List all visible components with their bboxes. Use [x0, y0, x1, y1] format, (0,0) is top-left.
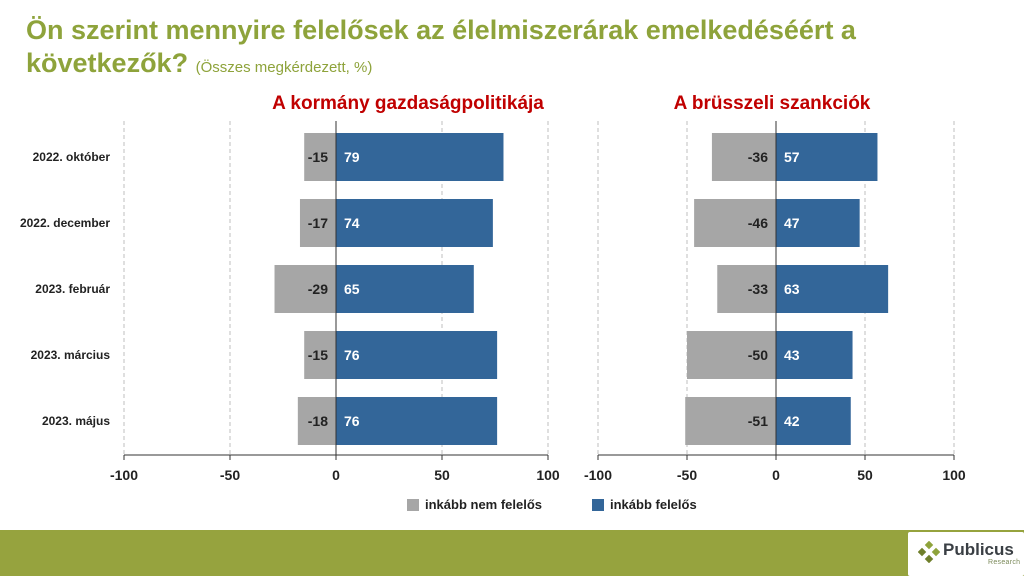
x-tick-label: 50	[434, 467, 450, 483]
panel-title: A kormány gazdaságpolitikája	[272, 93, 544, 114]
bar-not-responsible	[304, 133, 336, 181]
data-label-responsible: 57	[784, 149, 800, 165]
data-label-not-responsible: -51	[748, 413, 768, 429]
title-subtitle: (Összes megkérdezett, %)	[195, 59, 373, 76]
data-label-responsible: 63	[784, 281, 800, 297]
data-label-not-responsible: -36	[748, 149, 768, 165]
data-label-responsible: 79	[344, 149, 360, 165]
bar-responsible	[336, 397, 498, 445]
bar-responsible	[336, 265, 474, 313]
data-label-not-responsible: -17	[308, 215, 328, 231]
data-label-not-responsible: -15	[308, 149, 328, 165]
legend-item-not-responsible: inkább nem felelős	[407, 497, 542, 512]
bar-responsible	[776, 133, 878, 181]
bar-not-responsible	[297, 397, 336, 445]
x-tick-label: 100	[536, 467, 560, 483]
bar-responsible	[776, 265, 889, 313]
footer-bar	[0, 530, 1024, 576]
category-label: 2023. február	[35, 282, 110, 296]
data-label-responsible: 47	[784, 215, 800, 231]
page-title: Ön szerint mennyire felelősek az élelmis…	[26, 14, 986, 84]
category-label: 2023. május	[42, 414, 110, 428]
bar-responsible	[776, 199, 860, 247]
panel-title: A brüsszeli szankciók	[674, 93, 871, 114]
publicus-logo-tag: Research	[988, 559, 1021, 566]
data-label-not-responsible: -50	[748, 347, 768, 363]
bar-not-responsible	[274, 265, 336, 313]
data-label-responsible: 74	[344, 215, 360, 231]
data-label-not-responsible: -33	[748, 281, 768, 297]
bar-not-responsible	[685, 397, 776, 445]
category-label: 2022. október	[33, 150, 111, 164]
legend-swatch-blue	[592, 498, 604, 511]
x-tick-label: 50	[857, 467, 873, 483]
category-label: 2022. december	[20, 216, 110, 230]
bar-responsible	[336, 133, 504, 181]
chart-area: A kormány gazdaságpolitikája -15 79 2022. o…	[20, 93, 966, 483]
data-label-responsible: 76	[344, 347, 360, 363]
data-label-not-responsible: -15	[308, 347, 328, 363]
data-label-not-responsible: -18	[308, 413, 328, 429]
data-label-not-responsible: -46	[748, 215, 768, 231]
publicus-logo: Publicus Research	[908, 532, 1024, 576]
bar-not-responsible	[304, 331, 336, 379]
bar-not-responsible	[717, 265, 776, 313]
x-tick-label: -100	[110, 467, 138, 483]
x-tick-label: -50	[220, 467, 240, 483]
legend-label-not-responsible: inkább nem felelős	[425, 497, 543, 512]
x-tick-label: -50	[677, 467, 697, 483]
bar-responsible	[776, 331, 853, 379]
legend-item-responsible: inkább felelős	[592, 497, 697, 512]
bar-responsible	[336, 331, 498, 379]
x-tick-label: 0	[332, 467, 340, 483]
category-label: 2023. március	[31, 348, 111, 362]
title-main: Ön szerint mennyire felelősek az élelmis…	[26, 15, 856, 78]
bar-not-responsible	[687, 331, 776, 379]
bar-not-responsible	[694, 199, 776, 247]
x-tick-label: 0	[772, 467, 780, 483]
x-tick-label: -100	[584, 467, 612, 483]
bar-responsible	[776, 397, 851, 445]
bar-responsible	[336, 199, 493, 247]
data-label-responsible: 43	[784, 347, 800, 363]
legend-label-responsible: inkább felelős	[610, 497, 697, 512]
x-tick-label: 100	[942, 467, 966, 483]
bar-not-responsible	[711, 133, 776, 181]
bar-not-responsible	[299, 199, 336, 247]
publicus-logo-icon	[918, 541, 940, 563]
data-label-responsible: 76	[344, 413, 360, 429]
data-label-responsible: 65	[344, 281, 360, 297]
publicus-logo-name: Publicus	[943, 540, 1014, 559]
legend-swatch-grey	[407, 498, 419, 511]
data-label-responsible: 42	[784, 413, 800, 429]
data-label-not-responsible: -29	[308, 281, 328, 297]
